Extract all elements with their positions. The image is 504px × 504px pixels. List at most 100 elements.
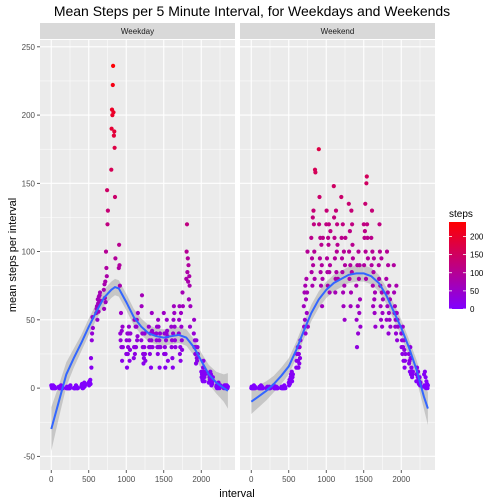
data-point <box>156 317 161 322</box>
data-point <box>297 356 303 361</box>
data-point <box>391 263 396 268</box>
data-point <box>118 338 123 343</box>
data-point <box>90 331 95 336</box>
data-point <box>395 338 400 343</box>
data-point <box>348 290 354 295</box>
data-point <box>317 222 322 227</box>
data-point <box>310 283 315 288</box>
data-point <box>369 263 374 268</box>
data-point <box>387 283 392 288</box>
data-point <box>327 270 332 275</box>
data-point <box>120 358 125 363</box>
data-point <box>178 310 184 316</box>
data-point <box>372 310 377 316</box>
data-point <box>162 345 167 350</box>
data-point <box>120 324 125 329</box>
data-point <box>423 375 428 380</box>
data-point <box>384 276 389 281</box>
data-point <box>112 129 117 134</box>
data-point <box>112 145 117 150</box>
x-tick-label: 500 <box>82 475 96 484</box>
data-point <box>425 383 430 388</box>
data-point <box>311 222 316 227</box>
data-point <box>147 351 152 357</box>
data-point <box>326 222 331 227</box>
data-point <box>180 290 185 295</box>
data-point <box>97 290 103 295</box>
data-point <box>380 324 385 329</box>
data-point <box>126 324 131 329</box>
data-point <box>188 304 193 309</box>
data-point <box>335 222 340 227</box>
data-point <box>127 358 132 363</box>
data-point <box>53 386 58 391</box>
data-point <box>127 347 133 352</box>
data-point <box>356 331 361 336</box>
data-point <box>103 279 108 284</box>
data-point <box>395 324 400 329</box>
data-point <box>170 356 175 361</box>
data-point <box>334 249 339 254</box>
data-point <box>347 276 352 281</box>
data-point <box>303 283 308 288</box>
x-tick-label: 2000 <box>392 475 410 484</box>
data-point <box>319 242 324 247</box>
data-point <box>171 331 176 336</box>
data-point <box>68 383 73 388</box>
data-point <box>103 300 108 305</box>
data-point <box>105 188 110 193</box>
data-point <box>128 331 133 336</box>
data-point <box>296 351 301 357</box>
data-point <box>339 256 345 261</box>
data-point <box>172 324 177 329</box>
data-point <box>318 283 324 288</box>
x-tick-label: 0 <box>249 475 254 484</box>
data-point <box>400 351 405 357</box>
x-tick-label: 0 <box>49 475 54 484</box>
data-point <box>156 324 161 329</box>
data-point <box>225 384 230 389</box>
data-point <box>143 358 148 363</box>
data-point <box>369 208 375 213</box>
data-point <box>332 256 337 261</box>
data-point <box>127 338 132 343</box>
strip-label-weekday: Weekday <box>121 27 154 36</box>
data-point <box>332 215 337 220</box>
data-point <box>324 208 329 213</box>
data-point <box>135 334 140 339</box>
data-point <box>347 229 352 234</box>
x-tick-label: 1500 <box>155 475 173 484</box>
data-point <box>386 263 391 268</box>
data-point <box>371 256 376 261</box>
data-point <box>164 317 169 322</box>
data-point <box>350 222 355 227</box>
data-point <box>348 304 353 309</box>
data-point <box>386 331 391 336</box>
strip-weekday <box>40 23 235 39</box>
data-point <box>309 270 314 275</box>
y-tick-label: 250 <box>22 43 36 52</box>
data-point <box>354 345 360 350</box>
data-point <box>202 379 207 384</box>
smooth-line <box>50 285 229 430</box>
data-point <box>304 276 309 281</box>
data-point <box>88 381 93 387</box>
x-axis-weekday: 0 500 1000 1500 2000 <box>49 470 211 484</box>
data-point <box>333 208 339 213</box>
y-tick-label: 200 <box>22 111 36 120</box>
data-point <box>342 283 347 288</box>
data-point <box>365 235 370 240</box>
data-point <box>378 304 383 309</box>
data-point <box>347 249 352 254</box>
x-axis-weekend: 0 500 1000 1500 2000 <box>249 470 411 484</box>
data-point <box>370 249 375 254</box>
data-point <box>349 208 354 213</box>
data-point <box>165 328 170 333</box>
legend-tick-label: 200 <box>470 233 484 242</box>
data-point <box>179 324 184 329</box>
data-point <box>357 310 362 316</box>
x-tick-label: 500 <box>282 475 296 484</box>
data-point <box>354 283 359 288</box>
data-point <box>379 256 384 261</box>
data-point <box>377 249 382 254</box>
